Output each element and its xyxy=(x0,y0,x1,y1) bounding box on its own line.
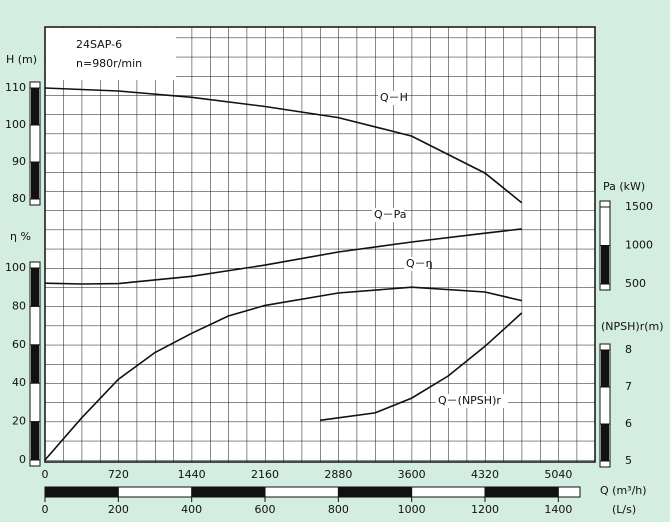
curve-label-bg xyxy=(378,91,402,105)
curve-label: Q－(NPSH)r xyxy=(438,394,501,407)
y-tick-label: 80 xyxy=(12,299,26,312)
y-tick-label: 500 xyxy=(625,277,646,290)
y-tick-label: 80 xyxy=(12,192,26,205)
scale-bar xyxy=(599,343,611,468)
y-tick-label: 100 xyxy=(5,118,26,131)
x-tick-label: 720 xyxy=(108,468,129,481)
x-tick-label: 3600 xyxy=(398,468,426,481)
q-scale-band xyxy=(191,487,265,497)
y-tick-label: 90 xyxy=(12,155,26,168)
scale-band xyxy=(601,245,609,284)
x2-tick-label: 200 xyxy=(108,503,129,516)
y-axis-title: H (m) xyxy=(6,53,37,66)
model: 24SAP-6 xyxy=(76,38,122,51)
x2-tick-label: 1000 xyxy=(398,503,426,516)
curve-label: Q－η xyxy=(406,257,433,270)
q-scale-band xyxy=(45,487,119,497)
x2-tick-label: 800 xyxy=(328,503,349,516)
curve xyxy=(44,87,523,204)
scale-band xyxy=(601,350,609,387)
y-tick-label: 110 xyxy=(5,81,26,94)
x2-tick-label: 1200 xyxy=(471,503,499,516)
info-box xyxy=(46,28,176,80)
y-tick-label: 5 xyxy=(625,454,632,467)
q-scale-band xyxy=(485,487,559,497)
curve xyxy=(44,228,522,285)
scale-band xyxy=(601,424,609,461)
y-tick-label: 20 xyxy=(12,415,26,428)
x-tick-label: 2160 xyxy=(251,468,279,481)
x-tick-label: 0 xyxy=(42,468,49,481)
y-tick-label: 1000 xyxy=(625,239,653,252)
y-tick-label: 40 xyxy=(12,376,26,389)
x2-tick-label: 400 xyxy=(181,503,202,516)
x2-tick-label: 1400 xyxy=(544,503,572,516)
scale-band xyxy=(31,344,39,384)
curve-label-bg xyxy=(436,394,508,408)
y-tick-label: 60 xyxy=(12,338,26,351)
y-tick-label: 6 xyxy=(625,417,632,430)
x-tick-label: 2880 xyxy=(324,468,352,481)
scale-band xyxy=(31,421,39,460)
minor-grid xyxy=(45,27,595,462)
scale-band xyxy=(31,268,39,307)
x-axis-title: Q (m³/h) xyxy=(600,484,647,497)
curve xyxy=(44,286,522,461)
y-tick-label: 8 xyxy=(625,343,632,356)
curve-label: Q－H xyxy=(380,91,408,104)
curve-label-bg xyxy=(372,208,404,222)
y-axis-title: η % xyxy=(10,230,31,243)
speed: n=980r/min xyxy=(76,57,142,70)
curve-label-bg xyxy=(404,257,428,271)
curve-label: Q－Pa xyxy=(374,208,407,221)
y-axis-title: (NPSH)r(m) xyxy=(601,320,664,333)
scale-bar xyxy=(29,81,41,206)
y-tick-label: 0 xyxy=(19,453,26,466)
x-tick-label: 5040 xyxy=(544,468,572,481)
x2-tick-label: 0 xyxy=(42,503,49,516)
x-tick-label: 1440 xyxy=(178,468,206,481)
y-tick-label: 1500 xyxy=(625,200,653,213)
y-tick-label: 100 xyxy=(5,261,26,274)
q-scale-band xyxy=(338,487,412,497)
y-axis-title: Pa (kW) xyxy=(603,180,645,193)
scale-band xyxy=(31,88,39,125)
y-tick-label: 7 xyxy=(625,380,632,393)
plot-frame xyxy=(44,26,596,463)
scale-band xyxy=(31,162,39,199)
x2-axis-title: (L/s) xyxy=(612,503,636,516)
x-tick-label: 4320 xyxy=(471,468,499,481)
x2-tick-label: 600 xyxy=(255,503,276,516)
curve xyxy=(319,312,523,422)
